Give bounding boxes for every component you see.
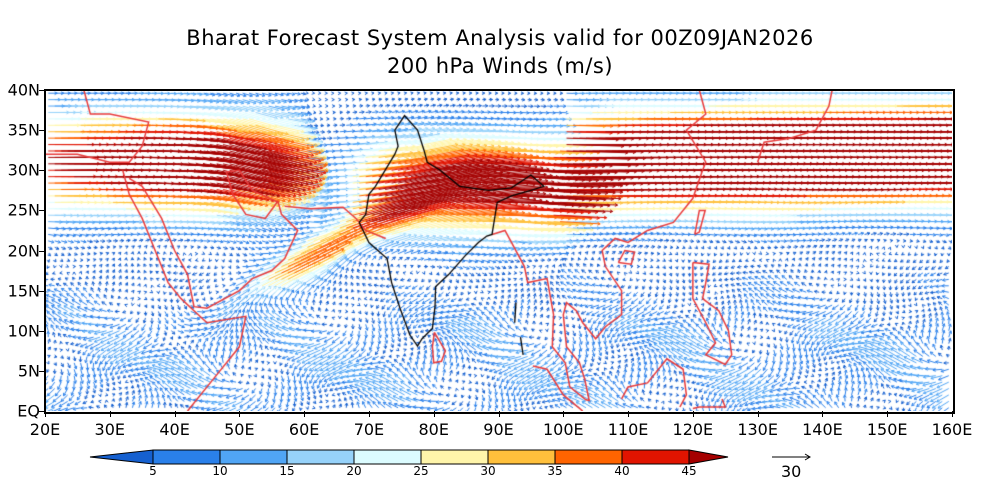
lon-label: 40E — [159, 420, 190, 439]
lat-label: EQ — [17, 401, 40, 421]
lon-label: 160E — [931, 420, 973, 439]
colorbar-box — [554, 449, 623, 465]
lon-tick — [433, 411, 435, 417]
lon-tick — [368, 411, 370, 417]
lat-tick — [39, 290, 45, 292]
colorbar — [89, 449, 729, 465]
lon-tick — [563, 411, 565, 417]
lat-label: 30N — [7, 160, 40, 180]
lon-tick — [45, 411, 46, 417]
lat-tick — [39, 330, 45, 332]
lon-tick — [109, 411, 111, 417]
lat-tick — [39, 370, 45, 372]
colorbar-label: 15 — [279, 464, 295, 478]
colorbar-label: 35 — [547, 464, 563, 478]
lat-tick — [39, 411, 45, 412]
colorbar-box — [286, 449, 355, 465]
lon-label: 50E — [224, 420, 255, 439]
lon-label: 110E — [607, 420, 649, 439]
colorbar-box — [152, 449, 221, 465]
lon-tick — [757, 411, 759, 417]
lat-label: 40N — [7, 80, 40, 100]
colorbar-high-triangle — [688, 449, 729, 465]
colorbar-box — [353, 449, 422, 465]
lon-tick — [498, 411, 500, 417]
lat-tick — [39, 250, 45, 252]
lon-label: 20E — [29, 420, 61, 439]
lon-tick — [952, 411, 953, 417]
lon-label: 90E — [483, 420, 514, 439]
lat-label: 15N — [7, 281, 40, 301]
colorbar-box — [420, 449, 489, 465]
lon-label: 130E — [737, 420, 778, 439]
lon-tick — [174, 411, 176, 417]
lat-label: 20N — [7, 241, 40, 260]
reference-vector-arrow-icon — [772, 453, 811, 461]
lat-label: 35N — [7, 120, 40, 140]
lon-label: 140E — [802, 420, 843, 439]
lat-tick — [39, 170, 45, 172]
lat-label: 10N — [7, 321, 40, 341]
title-line-2: 200 hPa Winds (m/s) — [386, 54, 614, 78]
lon-label: 70E — [353, 420, 385, 439]
map-frame — [44, 89, 955, 414]
lon-label: 100E — [542, 420, 584, 439]
lon-label: 30E — [94, 420, 126, 439]
lat-tick — [39, 90, 45, 91]
lon-tick — [304, 411, 306, 417]
lon-tick — [887, 411, 889, 417]
colorbar-box — [487, 449, 556, 465]
lon-tick — [692, 411, 694, 417]
wind-vector-map — [45, 90, 952, 411]
title-line-1: Bharat Forecast System Analysis valid fo… — [186, 26, 814, 50]
lon-label: 80E — [418, 420, 449, 439]
colorbar-label: 45 — [681, 464, 697, 478]
lon-label: 60E — [288, 420, 320, 439]
lon-label: 150E — [866, 420, 908, 439]
colorbar-box — [219, 449, 288, 465]
lon-tick — [239, 411, 241, 417]
colorbar-label: 25 — [413, 464, 429, 478]
lon-label: 120E — [672, 420, 714, 439]
lat-label: 5N — [17, 361, 40, 381]
lat-label: 25N — [7, 200, 40, 220]
lon-tick — [822, 411, 824, 417]
colorbar-label: 40 — [614, 464, 630, 478]
colorbar-low-triangle — [89, 449, 154, 465]
colorbar-label: 5 — [149, 464, 157, 478]
lat-tick — [39, 210, 45, 212]
colorbar-label: 30 — [480, 464, 496, 478]
reference-vector-label: 30 — [781, 462, 802, 481]
colorbar-label: 20 — [346, 464, 362, 478]
colorbar-box — [621, 449, 690, 465]
colorbar-label: 10 — [212, 464, 228, 478]
lon-tick — [628, 411, 630, 417]
lat-tick — [39, 130, 45, 132]
